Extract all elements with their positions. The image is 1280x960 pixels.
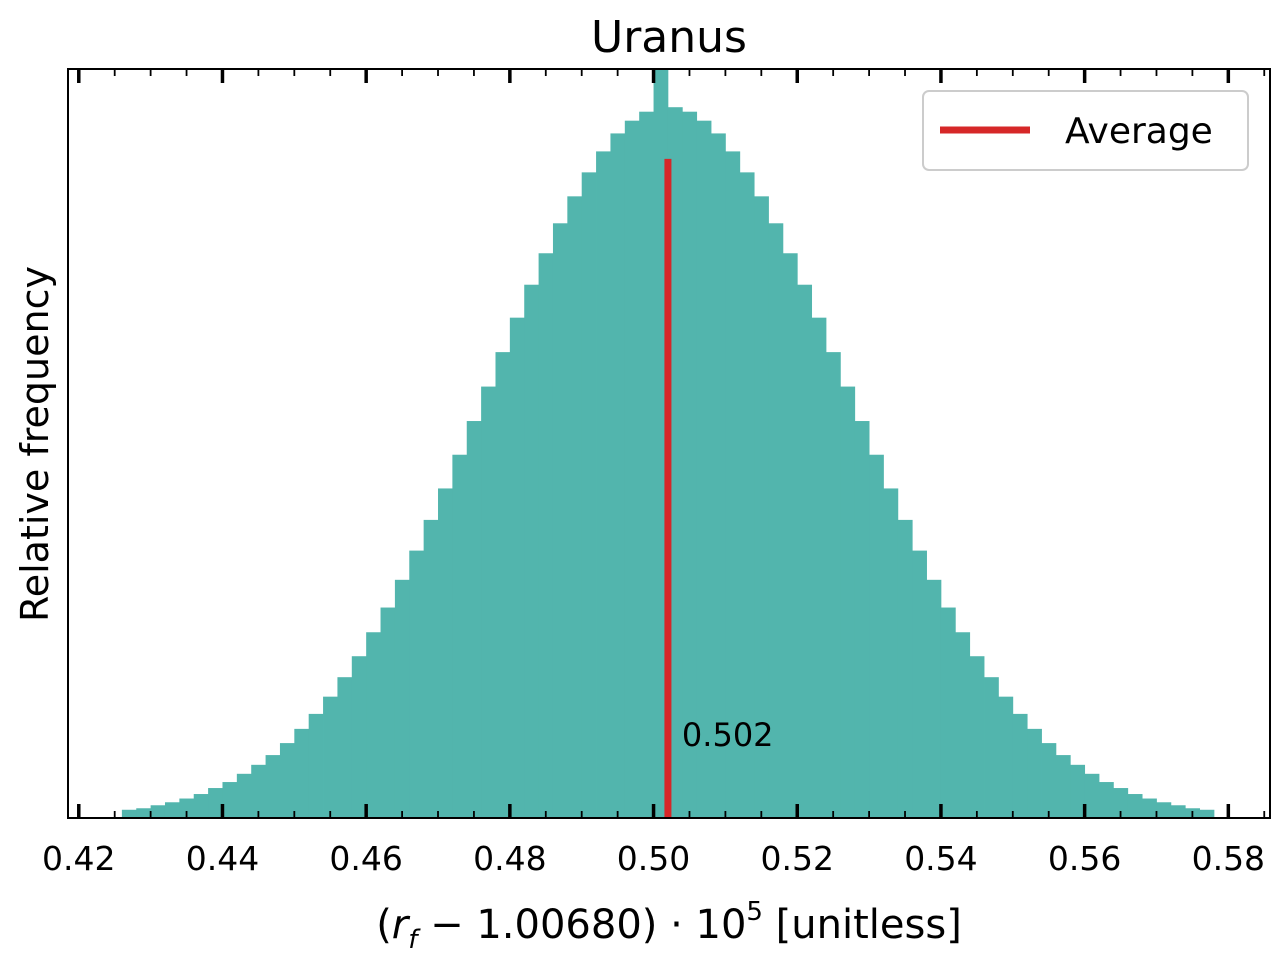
histogram-bar [1055,755,1071,818]
histogram-bar [552,223,568,818]
histogram-bar [509,317,525,818]
x-tick-label: 0.58 [1192,839,1265,878]
histogram-bar [538,253,554,818]
y-axis-label: Relative frequency [13,266,57,622]
histogram-bar [279,743,295,818]
histogram-bar [1084,773,1100,818]
histogram-bar [610,133,626,818]
x-tick-label: 0.44 [186,839,259,878]
plot-frame [67,68,1271,819]
histogram-bar [940,607,956,818]
histogram-bar [366,632,381,818]
histogram-bar [869,454,884,818]
legend-box [922,90,1249,171]
x-tick-label: 0.52 [761,839,834,878]
x-label-part: 5 [746,897,763,927]
histogram-bar [1113,788,1129,818]
histogram-bar [308,713,324,818]
histogram-bar [825,352,841,818]
x-tick-label: 0.48 [473,839,546,878]
histogram-bar [1027,728,1042,818]
histogram-bar [236,773,252,818]
histogram-bar [351,656,367,818]
histogram-bar [840,386,856,818]
histogram-bar [1142,798,1157,818]
x-label-part: − 1.00680) · 10 [417,902,746,948]
histogram-bar [797,284,813,818]
histogram-bar [782,253,798,818]
histogram-bar [438,488,453,818]
histogram-bar [179,798,195,818]
legend-label: Average [1065,111,1213,152]
x-label-part: r [392,902,411,948]
histogram-bar [955,632,971,818]
histogram-bar [1012,713,1028,818]
histogram-bar [380,607,396,818]
histogram-bar [1099,782,1114,818]
chart-title: Uranus [591,12,747,63]
histogram-bar [639,111,654,819]
histogram-bar [136,808,152,818]
histogram-bar [1199,809,1215,818]
histogram-bar [481,386,496,818]
histogram-bar [265,755,281,818]
histogram-bar [222,782,238,818]
histogram-bar [624,120,640,818]
average-annotation: 0.502 [682,716,774,754]
histogram-bar [998,696,1014,818]
histogram-bar [294,728,310,818]
histogram-bar [1041,743,1057,818]
histogram-bar [667,107,683,819]
histogram-bar [193,794,209,818]
histogram-bar [150,805,166,818]
histogram-bar [768,223,784,818]
histogram-bar [1170,805,1186,818]
histogram-bar [739,172,755,818]
x-label-part: [unitless] [763,902,962,948]
x-tick-label: 0.54 [904,839,977,878]
histogram-bar [754,196,769,818]
histogram-bar [121,809,137,818]
histogram-bar [1156,802,1172,818]
histogram-bar [854,421,870,818]
histogram-bar [251,764,266,818]
histogram-bar [897,519,913,818]
histogram-bar [466,421,482,818]
histogram-bar [337,677,353,818]
histogram-bar [682,111,698,819]
histogram-bar [423,519,439,818]
histogram-bar [581,172,597,818]
histogram-bar [912,550,927,818]
histogram-bar [883,488,899,818]
histogram-bar [323,696,338,818]
histogram-bar [1070,764,1086,818]
histogram-bar [495,352,511,818]
x-label-part: ( [376,902,392,948]
histogram-bar [926,579,942,818]
histogram-bar [984,677,999,818]
histogram-bar [696,120,712,818]
x-axis-label: (rf − 1.00680) · 105 [unitless] [376,897,962,955]
histogram-bar [208,788,223,818]
x-tick-label: 0.46 [329,839,402,878]
histogram-bar [969,656,985,818]
histogram-bar [567,196,583,818]
histogram-bar [394,579,410,818]
x-tick-label: 0.42 [42,839,115,878]
histogram-bar [524,284,539,818]
histogram-bar [409,550,425,818]
x-tick-label: 0.56 [1048,839,1121,878]
histogram-bar [164,802,180,818]
x-tick-label: 0.50 [617,839,690,878]
histogram-bar [711,133,726,818]
histogram-bar [452,454,468,818]
legend: Average [922,90,1249,171]
histogram-bar [596,151,611,818]
histogram-bar [1127,794,1143,818]
histogram-bar [811,317,827,818]
histogram-bar [725,151,741,818]
